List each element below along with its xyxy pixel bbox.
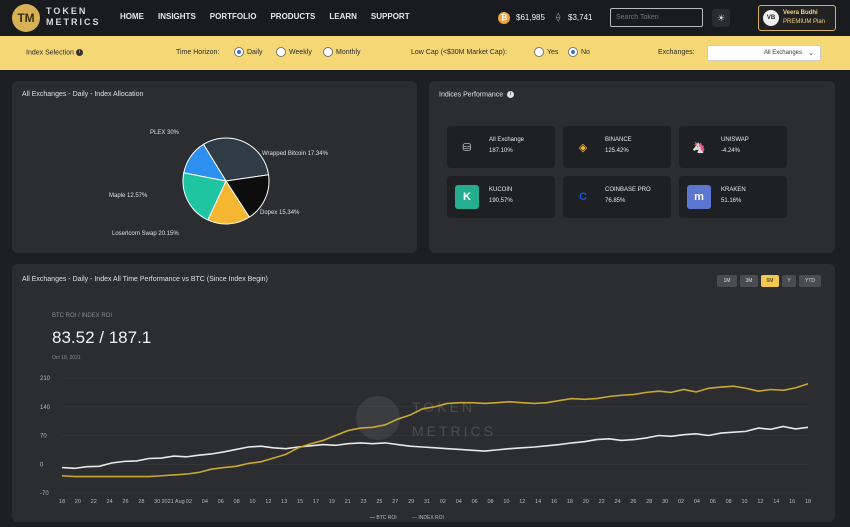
logo-line-2: METRICS — [46, 17, 101, 27]
search-token-input[interactable] — [610, 8, 703, 27]
timeframe-button[interactable]: Y — [782, 275, 796, 287]
pie-label-plex: PLEX 30% — [150, 130, 180, 136]
pie-label-maple: Maple 12.57% — [109, 193, 148, 199]
nav-item-portfolio[interactable]: PORTFOLIO — [209, 12, 257, 21]
tile-value: 76.85% — [605, 198, 626, 204]
roi-date: Oct 18, 2021 — [52, 355, 81, 361]
radio-lowcap-no[interactable] — [568, 47, 578, 57]
allocation-title: All Exchanges - Daily - Index Allocation — [22, 91, 144, 98]
nav-item-products[interactable]: PRODUCTS — [270, 12, 316, 21]
user-plan: PREMIUM Plan — [783, 19, 826, 25]
low-cap-label: Low Cap (<$30M Market Cap): — [411, 49, 507, 56]
history-title: All Exchanges - Daily - Index All Time P… — [22, 276, 268, 283]
timeframe-button[interactable]: YTD — [799, 275, 821, 287]
token-metrics-logo[interactable]: TM — [12, 4, 40, 32]
time-horizon-label: Time Horizon: — [176, 49, 220, 56]
radio-lowcap-no-label: No — [581, 49, 590, 56]
roi-value: 83.52 / 187.1 — [52, 328, 152, 347]
chevron-down-icon: ⌄ — [808, 50, 814, 57]
roi-label: BTC ROI / INDEX ROI — [52, 313, 113, 319]
theme-toggle-icon[interactable]: ☀ — [712, 9, 730, 27]
nav-item-learn[interactable]: LEARN — [329, 12, 357, 21]
performance-tile[interactable]: 🦄 UNISWAP -4.24% — [679, 126, 787, 168]
tile-value: 125.42% — [605, 148, 629, 154]
tile-name: BINANCE — [605, 137, 632, 143]
avatar: VB — [763, 10, 779, 26]
tile-name: COINBASE PRO — [605, 187, 651, 193]
tile-name: UNISWAP — [721, 137, 749, 143]
performance-history-card: All Exchanges - Daily - Index All Time P… — [12, 264, 835, 522]
index-selection-text: Index Selection — [26, 49, 74, 57]
radio-monthly-label: Monthly — [336, 49, 361, 56]
btc-price: $61,985 — [516, 13, 545, 22]
performance-tile[interactable]: ◈ BINANCE 125.42% — [563, 126, 671, 168]
radio-weekly-label: Weekly — [289, 49, 312, 56]
legend-btc-label: BTC ROI — [376, 515, 397, 521]
timeframe-button[interactable]: 1M — [717, 275, 737, 287]
timeframe-button[interactable]: 3M — [740, 275, 758, 287]
legend-index-label: INDEX ROI — [418, 515, 444, 521]
bitcoin-icon: ₿ — [498, 12, 510, 24]
pie-label-wbtc: Wrapped Bitcoin 17.34% — [262, 151, 328, 157]
radio-lowcap-yes-label: Yes — [547, 49, 559, 56]
pie-slice[interactable] — [183, 143, 228, 182]
performance-tile[interactable]: K KUCOIN 190.57% — [447, 176, 555, 218]
radio-daily-label: Daily — [247, 49, 263, 56]
tile-name: KUCOIN — [489, 187, 513, 193]
tile-value: 187.10% — [489, 148, 513, 154]
index-selection-label: Index Selection i — [26, 49, 83, 56]
radio-monthly[interactable] — [323, 47, 333, 57]
legend-btc[interactable]: — BTC ROI — [370, 515, 397, 521]
info-icon[interactable]: i — [75, 49, 83, 56]
user-name: Veera Budhi — [783, 10, 818, 16]
indices-performance-card: Indices Performance i ⛁ All Exchange 187.1… — [429, 81, 835, 253]
exchanges-label: Exchanges: — [658, 49, 695, 56]
nav-menu: HOME INSIGHTS PORTFOLIO PRODUCTS LEARN S… — [120, 12, 424, 21]
radio-weekly[interactable] — [276, 47, 286, 57]
exchanges-selected-value: All Exchanges — [763, 50, 802, 56]
pie-label-swap: Loserlcorn Swap 20.15% — [112, 231, 179, 237]
exchanges-select[interactable]: All Exchanges ⌄ — [707, 45, 821, 61]
logo-text[interactable]: TOKEN METRICS — [46, 6, 101, 28]
info-icon[interactable]: i — [507, 91, 515, 98]
nav-item-home[interactable]: HOME — [120, 12, 144, 21]
tile-value: 190.57% — [489, 198, 513, 204]
logo-line-1: TOKEN — [46, 6, 88, 16]
exchange-logo-icon: m — [687, 185, 711, 209]
top-nav: TM TOKEN METRICS HOME INSIGHTS PORTFOLIO… — [0, 0, 850, 36]
radio-lowcap-yes[interactable] — [534, 47, 544, 57]
legend-index[interactable]: — INDEX ROI — [412, 515, 444, 521]
tile-name: KRAKEN — [721, 187, 746, 193]
nav-item-support[interactable]: SUPPORT — [370, 12, 410, 21]
tile-value: 51.16% — [721, 198, 742, 204]
eth-price: $3,741 — [568, 13, 593, 22]
exchange-logo-icon: 🦄 — [692, 141, 706, 154]
tile-name: All Exchange — [489, 137, 525, 143]
exchange-logo-icon: ⛁ — [462, 141, 472, 154]
filter-bar: Index Selection i Time Horizon: Daily Wee… — [0, 36, 850, 70]
ethereum-icon: ⟠ — [556, 12, 561, 22]
exchange-logo-icon: ◈ — [578, 141, 588, 154]
tile-value: -4.24% — [721, 148, 741, 154]
radio-daily[interactable] — [234, 47, 244, 57]
performance-tile[interactable]: m KRAKEN 51.16% — [679, 176, 787, 218]
allocation-pie-chart — [182, 137, 270, 225]
exchange-logo-icon: K — [455, 185, 479, 209]
performance-tile[interactable]: ⛁ All Exchange 187.10% — [447, 126, 555, 168]
nav-item-insights[interactable]: INSIGHTS — [158, 12, 196, 21]
pie-slice[interactable] — [182, 172, 227, 221]
performance-title-text: Indices Performance — [439, 91, 504, 99]
allocation-card: All Exchanges - Daily - Index Allocation… — [12, 81, 417, 253]
performance-tile[interactable]: C COINBASE PRO 76.85% — [563, 176, 671, 218]
pie-label-dopex: Dopex 15.34% — [260, 210, 300, 216]
performance-title: Indices Performance i — [439, 91, 515, 99]
exchange-logo-icon: C — [579, 191, 587, 203]
user-profile-button[interactable]: VB Veera Budhi PREMIUM Plan — [758, 5, 836, 31]
timeframe-button[interactable]: 6M — [761, 275, 779, 287]
pie-slice[interactable] — [225, 174, 270, 218]
